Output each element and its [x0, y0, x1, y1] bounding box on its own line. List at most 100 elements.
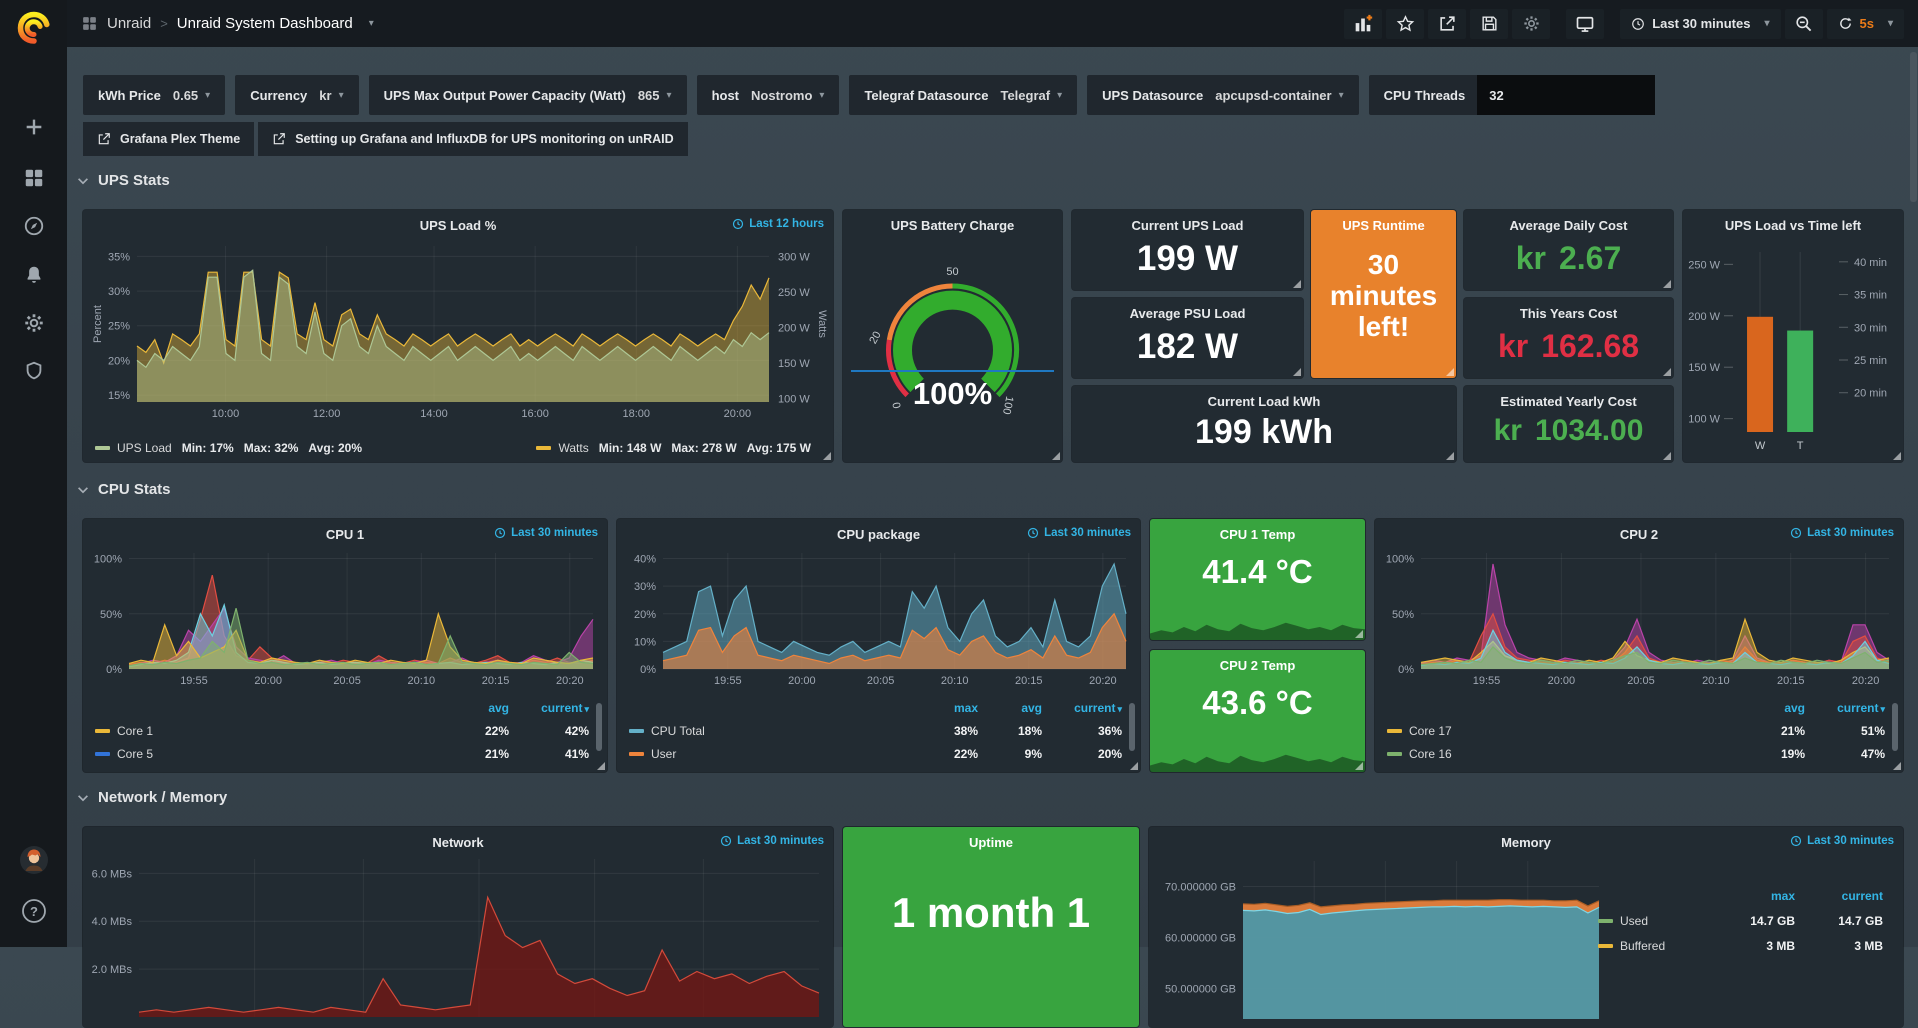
section-network-memory[interactable]: Network / Memory [76, 789, 227, 806]
legend-scrollbar[interactable] [1892, 703, 1898, 751]
panel-time-range[interactable]: Last 12 hours [732, 218, 824, 230]
panel-resize-handle[interactable] [1446, 368, 1454, 376]
save-dashboard-button[interactable] [1470, 8, 1509, 39]
panel-this-years-cost[interactable]: This Years Cost kr 162.68 [1464, 298, 1673, 378]
panel-resize-handle[interactable] [1293, 280, 1301, 288]
panel-estimated-yearly-cost[interactable]: Estimated Yearly Cost kr 1034.00 [1464, 386, 1673, 462]
cpu-threads-input[interactable] [1477, 75, 1656, 115]
panel-network[interactable]: Network Last 30 minutes 2.0 MBs 4.0 MBs 6.… [83, 827, 833, 1027]
ups-load-chart[interactable]: 10:00 12:00 14:00 16:00 18:00 20:00 15% 20% 25% 3… [89, 240, 828, 422]
panel-time-range[interactable]: Last 30 minutes [1790, 527, 1894, 539]
this-years-cost-value: kr 162.68 [1497, 328, 1640, 364]
chevron-down-icon: ▾ [1764, 18, 1770, 29]
svg-text:100%: 100% [1386, 554, 1414, 566]
legend-item[interactable]: Watts Min: 148 W Max: 278 W Avg: 175 W [536, 441, 821, 455]
panel-uptime[interactable]: Uptime 1 month 1 [843, 827, 1139, 1027]
legend-item[interactable]: Core 5 [95, 747, 445, 761]
dashboards-icon[interactable] [0, 161, 67, 195]
zoom-out-time-button[interactable] [1784, 8, 1823, 39]
panel-time-range[interactable]: Last 30 minutes [1790, 835, 1894, 847]
add-panel-button[interactable] [1344, 8, 1383, 39]
cpu-package-chart[interactable]: 19:55 20:00 20:05 20:10 20:15 20:20 0% 10% 20% 30… [621, 547, 1136, 689]
panel-resize-handle[interactable] [1663, 280, 1671, 288]
grafana-logo-icon[interactable] [0, 8, 67, 48]
load-vs-time-chart[interactable]: 100 W 150 W 200 W 250 W 20 min 25 min 30 min 35… [1683, 236, 1903, 462]
variable-host[interactable]: host Nostromo ▾ [696, 75, 840, 115]
panel-memory[interactable]: Memory Last 30 minutes 50.000000 GB 60.00… [1149, 827, 1903, 1027]
panel-average-daily-cost[interactable]: Average Daily Cost kr 2.67 [1464, 210, 1673, 290]
star-dashboard-button[interactable] [1386, 8, 1425, 39]
legend-item[interactable]: Core 17 [1387, 724, 1741, 738]
legend-item[interactable]: Used [1598, 914, 1707, 928]
server-admin-shield-icon[interactable] [0, 354, 67, 388]
user-avatar[interactable] [0, 842, 67, 878]
panel-cpu2[interactable]: CPU 2 Last 30 minutes 19:55 20:00 20:05 20:… [1375, 519, 1903, 772]
cpu2-chart[interactable]: 19:55 20:00 20:05 20:10 20:15 20:20 0% 50% 100% [1379, 547, 1899, 689]
dashboard-settings-button[interactable] [1512, 8, 1551, 39]
dashboards-grid-icon[interactable] [81, 15, 98, 32]
legend-item[interactable]: Buffered [1598, 939, 1707, 953]
panel-resize-handle[interactable] [823, 452, 831, 460]
panel-resize-handle[interactable] [597, 762, 605, 770]
panel-ups-runtime[interactable]: UPS Runtime 30 minutes left! [1311, 210, 1456, 378]
panel-resize-handle[interactable] [1663, 452, 1671, 460]
legend-item[interactable]: CPU Total [629, 724, 914, 738]
link-ups-monitoring-guide[interactable]: Setting up Grafana and InfluxDB for UPS … [258, 122, 688, 156]
panel-ups-load[interactable]: UPS Load % Last 12 hours 10:00 12:00 14:00… [83, 210, 833, 462]
legend-item[interactable]: UPS Load Min: 17% Max: 32% Avg: 20% [95, 441, 372, 455]
panel-resize-handle[interactable] [1663, 368, 1671, 376]
variable-ups-datasource[interactable]: UPS Datasource apcupsd-container ▾ [1087, 75, 1359, 115]
panel-resize-handle[interactable] [1130, 762, 1138, 770]
svg-text:40 min: 40 min [1854, 257, 1887, 269]
legend-item[interactable]: Core 16 [1387, 747, 1741, 761]
time-range-picker[interactable]: Last 30 minutes ▾ [1620, 8, 1781, 39]
panel-resize-handle[interactable] [1293, 368, 1301, 376]
legend-scrollbar[interactable] [596, 703, 602, 751]
create-icon[interactable] [0, 110, 67, 144]
panel-average-psu-load[interactable]: Average PSU Load 182 W [1072, 298, 1303, 378]
chevron-down-icon[interactable]: ▾ [368, 18, 374, 29]
variable-telegraf-datasource[interactable]: Telegraf Datasource Telegraf ▾ [849, 75, 1078, 115]
panel-cpu-package[interactable]: CPU package Last 30 minutes 19:55 20:00 20… [617, 519, 1140, 772]
refresh-picker[interactable]: 5s ▾ [1826, 8, 1904, 39]
panel-ups-battery-charge[interactable]: UPS Battery Charge 0 20 50 100 100% [843, 210, 1062, 462]
configuration-gear-icon[interactable] [0, 306, 67, 340]
network-chart[interactable]: 2.0 MBs 4.0 MBs 6.0 MBs [87, 853, 829, 1023]
svg-text:0: 0 [891, 401, 904, 409]
share-dashboard-button[interactable] [1428, 8, 1467, 39]
legend-item[interactable]: Core 1 [95, 724, 445, 738]
page-scrollbar-thumb[interactable] [1910, 52, 1917, 202]
cycle-view-mode-button[interactable] [1566, 8, 1605, 39]
link-grafana-plex-theme[interactable]: Grafana Plex Theme [83, 122, 255, 156]
panel-resize-handle[interactable] [1355, 630, 1363, 638]
battery-gauge: 0 20 50 100 [843, 238, 1062, 415]
help-icon[interactable]: ? [0, 893, 67, 929]
legend-item[interactable]: User [629, 747, 914, 761]
variable-ups-max-output[interactable]: UPS Max Output Power Capacity (Watt) 865… [368, 75, 687, 115]
cpu1-chart[interactable]: 19:55 20:00 20:05 20:10 20:15 20:20 0% 50% 100% [87, 547, 603, 689]
explore-icon[interactable] [0, 209, 67, 243]
panel-time-range[interactable]: Last 30 minutes [1027, 527, 1131, 539]
dashboard-title[interactable]: Unraid System Dashboard [176, 15, 353, 32]
panel-resize-handle[interactable] [1893, 452, 1901, 460]
section-ups-stats[interactable]: UPS Stats [76, 172, 170, 189]
legend-scrollbar[interactable] [1129, 703, 1135, 751]
panel-cpu1-temp[interactable]: CPU 1 Temp 41.4 °C [1150, 519, 1365, 640]
panel-cpu2-temp[interactable]: CPU 2 Temp 43.6 °C [1150, 650, 1365, 772]
panel-resize-handle[interactable] [1355, 762, 1363, 770]
variable-kwh-price[interactable]: kWh Price 0.65 ▾ [83, 75, 226, 115]
breadcrumb-separator: > [160, 16, 168, 31]
breadcrumb-folder[interactable]: Unraid [107, 15, 152, 32]
panel-time-range[interactable]: Last 30 minutes [720, 835, 824, 847]
variable-currency[interactable]: Currency kr ▾ [235, 75, 359, 115]
panel-time-range[interactable]: Last 30 minutes [494, 527, 598, 539]
panel-resize-handle[interactable] [1893, 762, 1901, 770]
alerting-bell-icon[interactable] [0, 258, 67, 292]
panel-resize-handle[interactable] [1052, 452, 1060, 460]
panel-ups-load-vs-time-left[interactable]: UPS Load vs Time left 100 W 150 W 200 W 250… [1683, 210, 1903, 462]
panel-cpu1[interactable]: CPU 1 Last 30 minutes 19:55 20:00 20:05 20:… [83, 519, 607, 772]
section-cpu-stats[interactable]: CPU Stats [76, 481, 171, 498]
panel-current-load-kwh[interactable]: Current Load kWh 199 kWh [1072, 386, 1456, 462]
panel-current-ups-load[interactable]: Current UPS Load 199 W [1072, 210, 1303, 290]
panel-resize-handle[interactable] [1446, 452, 1454, 460]
